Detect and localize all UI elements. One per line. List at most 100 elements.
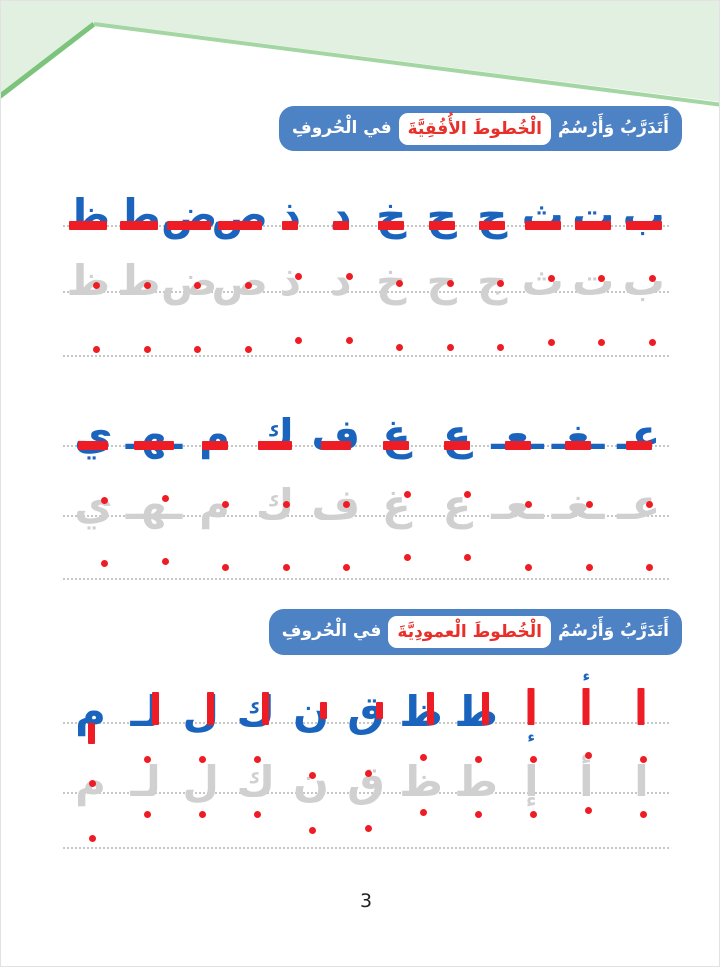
letter-cell: م [184, 462, 245, 526]
banner-row: أَتَدَرَّبُ وَأَرْسُمُ الْخُطوطَ الْعمود… [63, 609, 682, 655]
letter-cell: ن [283, 667, 338, 732]
start-dot-cell [619, 313, 670, 356]
start-dot-cell [305, 535, 366, 579]
start-dot-cell [559, 805, 614, 848]
letter-cell: خ [366, 169, 417, 236]
letter-cell: ا [614, 739, 669, 802]
letter-cell: عـ [608, 462, 669, 526]
stroke-start-dot [464, 554, 472, 562]
stroke-start-dot [295, 273, 303, 281]
letter-cell: ط [449, 739, 504, 802]
stroke-start-dot [244, 282, 252, 290]
traced-letter: ك [236, 756, 276, 806]
traced-letter: ط [454, 756, 498, 806]
red-horizontal-stroke [119, 221, 158, 231]
letter-cell: خ [366, 238, 417, 302]
red-horizontal-stroke [428, 221, 455, 231]
red-horizontal-stroke [479, 221, 506, 231]
red-horizontal-stroke [167, 221, 212, 231]
letter-cell: ص [212, 169, 269, 236]
red-horizontal-stroke [201, 441, 228, 451]
letter-cell: ب [619, 169, 670, 236]
start-dot-cell [394, 805, 449, 848]
letter-cell: ل [173, 739, 228, 802]
start-dot-cell [366, 535, 427, 579]
traced-letter: ف [311, 480, 361, 530]
letter-cell: ق [338, 739, 393, 802]
stroke-start-dot [529, 755, 537, 763]
instruction-banner-vertical-lines: أَتَدَرَّبُ وَأَرْسُمُ الْخُطوطَ الْعمود… [268, 609, 682, 655]
letter-cell: ح [417, 238, 468, 302]
red-vertical-stroke [262, 691, 270, 725]
traced-letter: ل [182, 756, 219, 806]
letter-cell: ض [161, 238, 218, 302]
traced-letter: ب [622, 256, 665, 306]
start-dot-cell [548, 535, 609, 579]
stroke-start-dot [161, 558, 169, 566]
letter-cell: ك [228, 739, 283, 802]
letter-cell: ك [245, 462, 306, 526]
traced-letter: عـ [617, 480, 661, 530]
letter-cell: م [63, 739, 118, 802]
traced-letter: غ [381, 480, 411, 530]
stroke-start-dot [446, 344, 454, 352]
stroke-start-dot [585, 564, 593, 572]
start-dot-cell [487, 535, 548, 579]
banner-row: أَتَدَرَّبُ وَأَرْسُمُ الْخُطوطَ الأُفُق… [63, 106, 682, 152]
stroke-start-dot [529, 810, 537, 818]
red-vertical-stroke [375, 701, 383, 719]
practice-row-traced: اأإطظقنكللـم [63, 739, 669, 802]
letter-cell: ظ [63, 238, 114, 302]
letter-cell: د [316, 169, 367, 236]
letter-cell: ك [228, 667, 283, 732]
arabic-letter: ط [454, 686, 498, 736]
practice-row-solid: ء ء ط ظ ق ن ك ل لـ م [63, 667, 669, 744]
stroke-start-dot [93, 282, 101, 290]
red-vertical-stroke [482, 691, 490, 725]
start-dot-cell [63, 535, 124, 579]
start-dot-cell [467, 313, 518, 356]
stroke-start-dot [282, 564, 290, 572]
red-horizontal-stroke [524, 221, 561, 231]
letter-cell: ظ [63, 169, 114, 236]
letter-cell: ب [619, 238, 670, 302]
practice-row-dots [63, 805, 669, 849]
start-dot-cell [568, 313, 619, 356]
stroke-start-dot [547, 339, 555, 347]
start-dot-cell [614, 805, 669, 848]
letter-cell: ح [417, 169, 468, 236]
stroke-start-dot [343, 501, 351, 509]
start-dot-cell [366, 313, 417, 356]
red-vertical-stroke [637, 687, 645, 725]
stroke-start-dot [364, 824, 372, 832]
red-horizontal-stroke [133, 441, 174, 451]
stroke-start-dot [403, 554, 411, 562]
letter-cell: ج [467, 169, 518, 236]
start-dot-cell [173, 805, 228, 848]
stroke-start-dot [222, 501, 230, 509]
start-dot-cell [338, 805, 393, 848]
letter-cell: ك [245, 388, 306, 456]
traced-letter: ـهـ [125, 480, 183, 530]
letter-cell: ث [518, 169, 569, 236]
letter-cell: ت [568, 238, 619, 302]
red-horizontal-stroke [78, 441, 109, 451]
letter-cell: ق [338, 667, 393, 732]
red-vertical-stroke [582, 687, 590, 725]
start-dot-cell [63, 805, 118, 848]
stroke-start-dot [525, 501, 533, 509]
stroke-start-dot [254, 755, 262, 763]
banner-text-prefix: أَتَدَرَّبُ وَأَرْسُمُ [557, 118, 669, 138]
stroke-start-dot [222, 564, 230, 572]
letter-cell: ظ [394, 667, 449, 732]
start-dot-cell [518, 313, 569, 356]
letter-cell: ي [63, 388, 124, 456]
traced-letter: لـ [130, 756, 161, 806]
start-dot-cell [114, 313, 165, 356]
red-vertical-stroke [206, 691, 214, 725]
stroke-start-dot [89, 834, 97, 842]
stroke-start-dot [525, 564, 533, 572]
practice-row-traced: عـ ـغـ ـعـ ع غ ف ك م ـهـ ي [63, 462, 669, 526]
